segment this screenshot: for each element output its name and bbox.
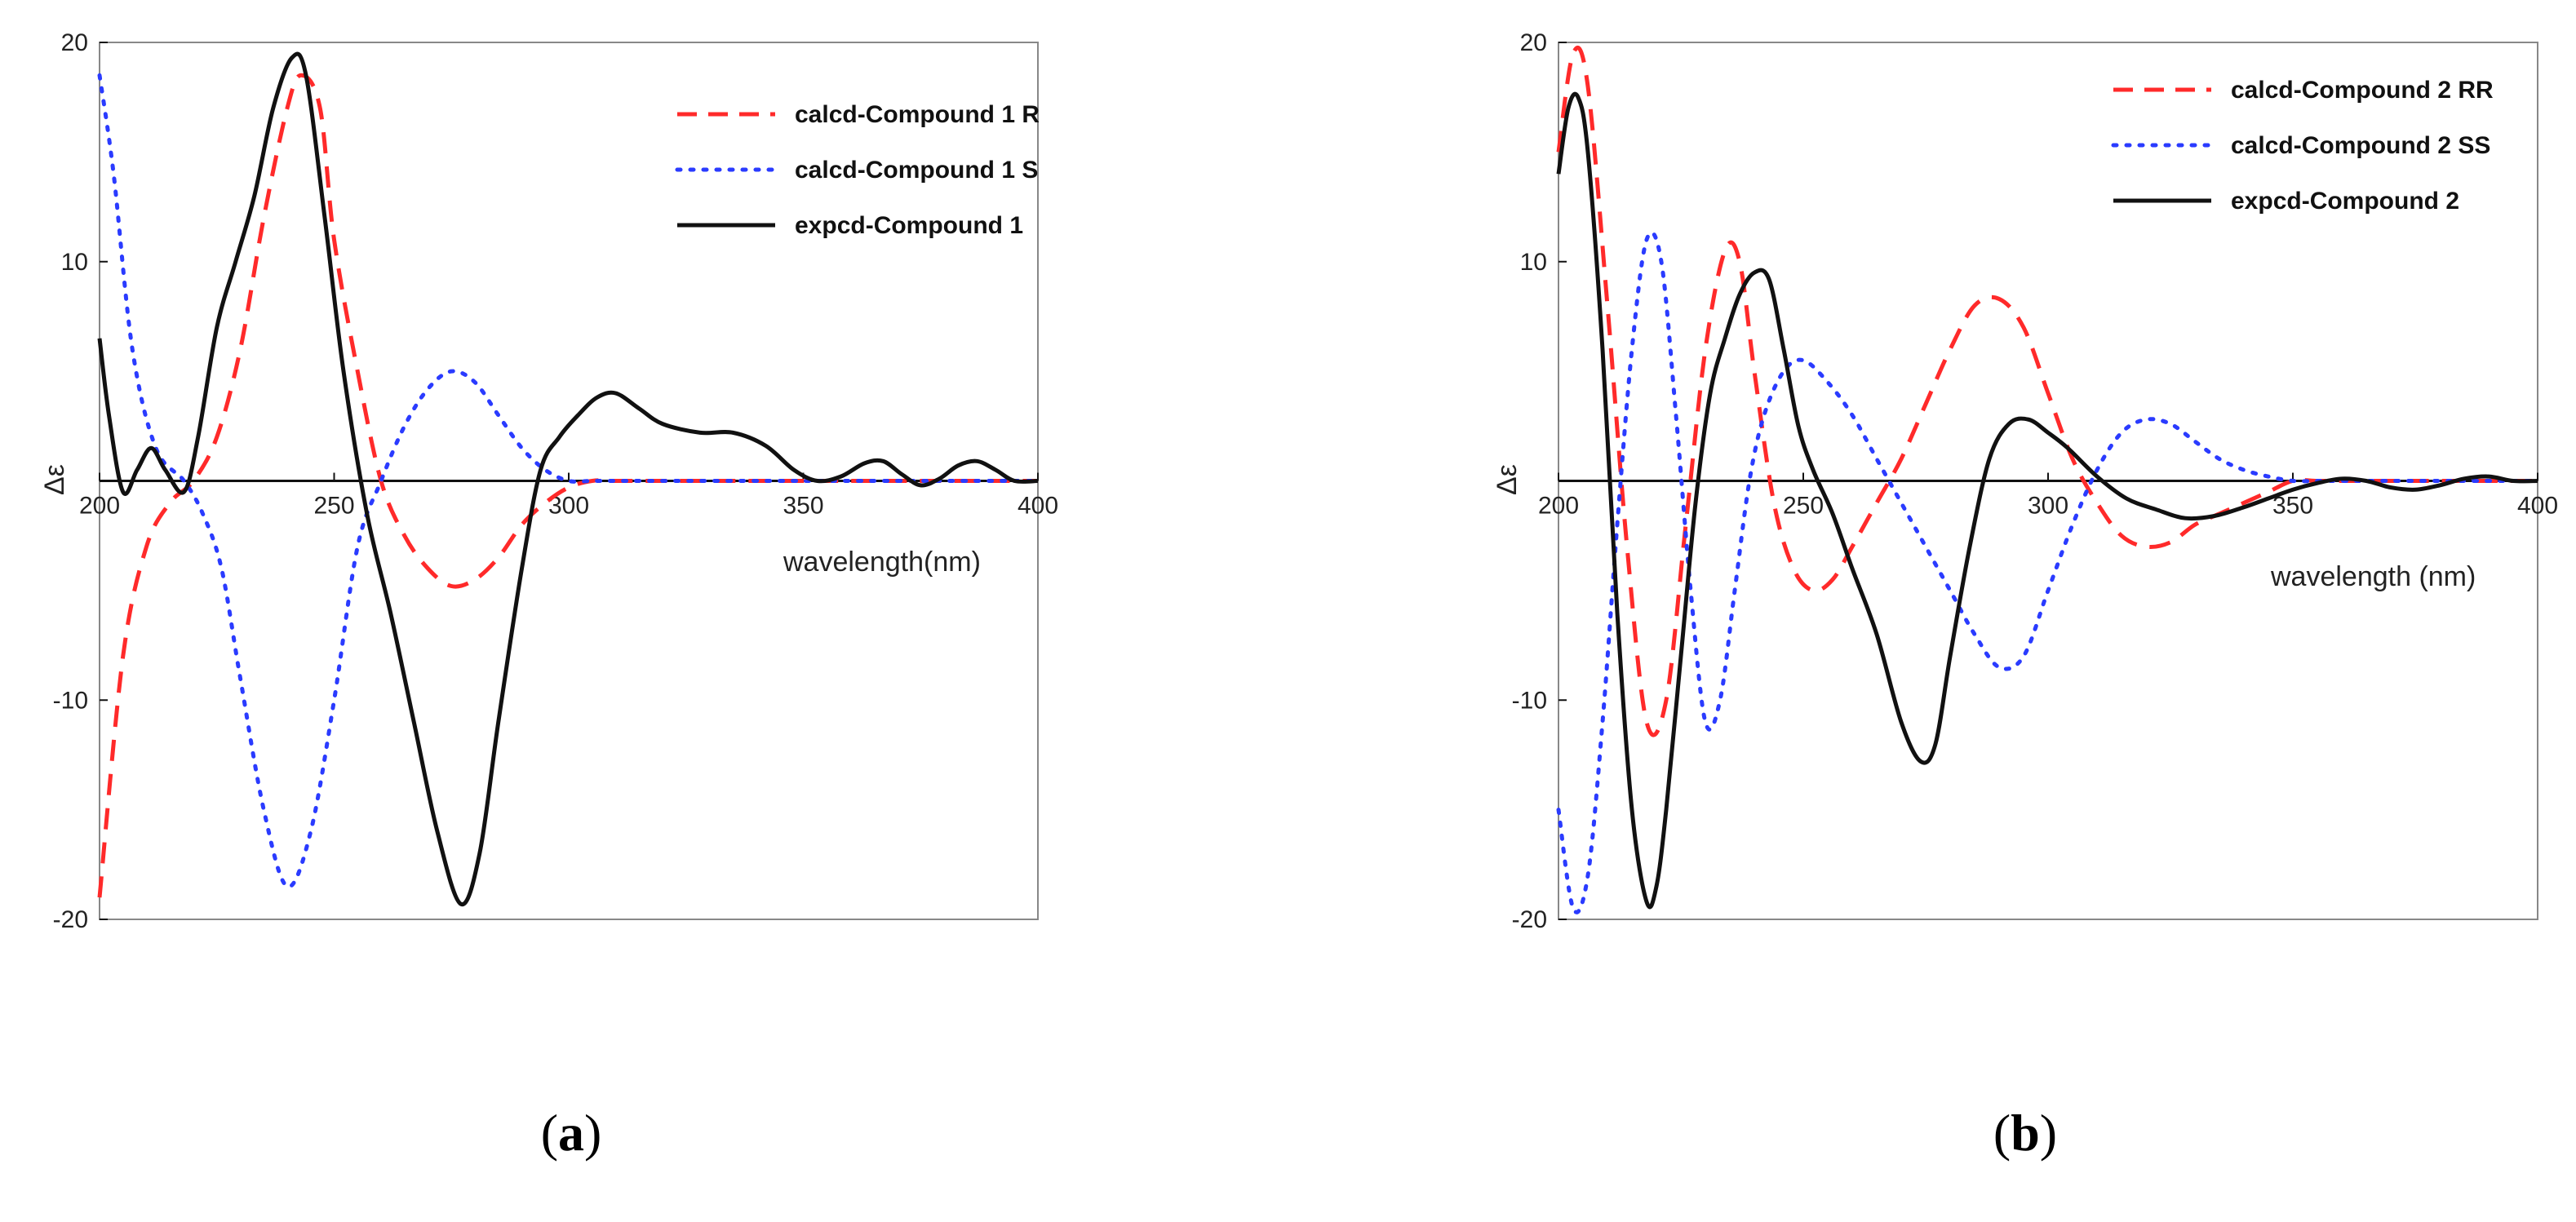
panel-label-close-paren: ): [2040, 1104, 2057, 1162]
panel-label-open-paren: (: [541, 1104, 558, 1162]
legend: calcd-Compound 2 RR calcd-Compound 2 SS ex…: [2111, 77, 2494, 215]
legend-entry-label: expcd-Compound 2: [2231, 188, 2459, 215]
y-axis-label: Δε: [1492, 464, 1523, 495]
x-tick-label: 350: [2272, 493, 2313, 520]
y-tick-label: 20: [1520, 29, 1547, 56]
panel-label: (a): [541, 1104, 602, 1162]
panel-label-letter: b: [2011, 1104, 2040, 1162]
y-tick-label: 20: [61, 29, 88, 56]
y-tick-label: 10: [1520, 249, 1547, 276]
series-line-expcd: [97, 51, 1039, 906]
y-axis-label: Δε: [39, 464, 70, 495]
x-tick-label: 200: [79, 493, 120, 520]
x-tick-label: 300: [2028, 493, 2068, 520]
y-tick-label: -20: [53, 906, 88, 933]
x-tick-label: 250: [313, 493, 354, 520]
x-tick-label: 200: [1538, 493, 1579, 520]
legend: calcd-Compound 1 R calcd-Compound 1 S expc…: [675, 101, 1040, 239]
panel-label-open-paren: (: [1993, 1104, 2011, 1162]
panel-label-close-paren: ): [584, 1104, 601, 1162]
x-tick-label: 350: [783, 493, 823, 520]
chart-panel-b: 200 250 300 350 400 -20 -10 10 20 wavelength (nm)…: [1492, 29, 2558, 1162]
series-line-calcd-1: [1556, 45, 2538, 737]
y-tick-label: -10: [1512, 687, 1547, 714]
panel-label: (b): [1993, 1104, 2057, 1162]
legend-entry-label: expcd-Compound 1: [795, 212, 1023, 239]
y-tick-label: 10: [61, 249, 88, 276]
legend-entry-label: calcd-Compound 1 R: [795, 101, 1040, 128]
x-tick-label: 400: [1018, 493, 1058, 520]
y-tick-label: -20: [1512, 906, 1547, 933]
x-axis-label: wavelength (nm): [2270, 561, 2476, 592]
legend-entry-label: calcd-Compound 2 RR: [2231, 77, 2494, 104]
series-line-calcd-2: [1556, 230, 2540, 914]
x-tick-label: 400: [2517, 493, 2558, 520]
series-line-calcd-2: [97, 73, 1040, 889]
series-line-calcd-1: [97, 73, 1038, 898]
y-tick-label: -10: [53, 687, 88, 714]
series-line-expcd: [1556, 91, 2538, 910]
legend-entry-label: calcd-Compound 2 SS: [2231, 132, 2490, 159]
x-tick-label: 250: [1783, 493, 1824, 520]
x-axis-label: wavelength(nm): [783, 547, 981, 578]
chart-panel-a: 200 250 300 350 400-20-101020wavelength(nm)Δ…: [39, 29, 1058, 1162]
legend-entry-label: calcd-Compound 1 S: [795, 157, 1038, 184]
panel-label-letter: a: [558, 1104, 584, 1162]
